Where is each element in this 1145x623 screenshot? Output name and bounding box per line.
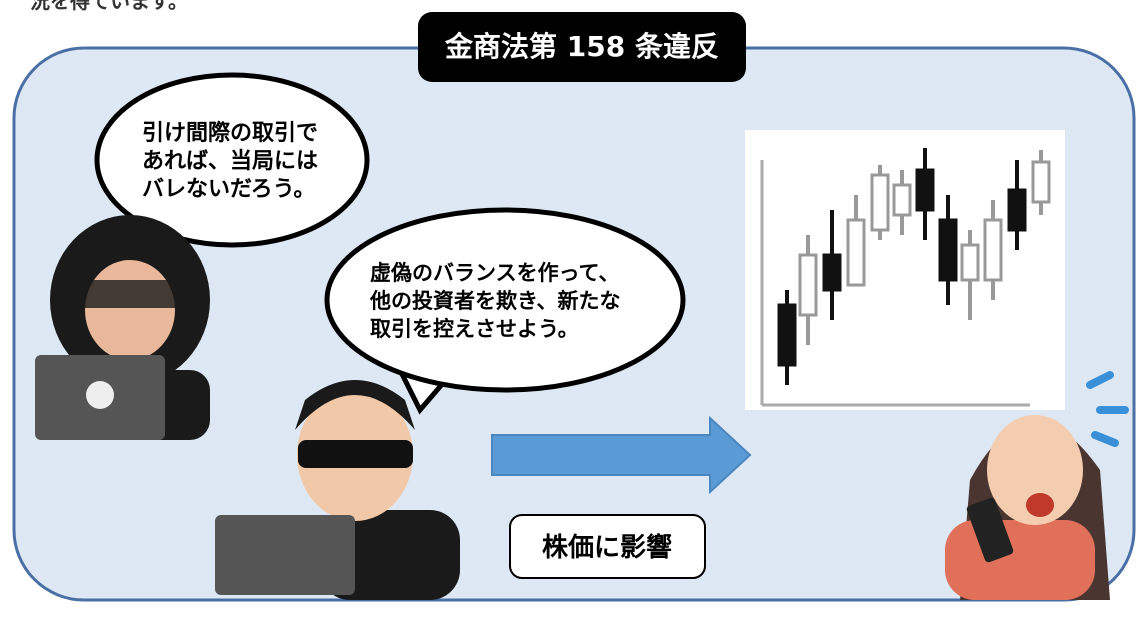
bubble-line: 引け間際の取引で: [142, 120, 318, 146]
bubble-line: バレないだろう。: [142, 177, 315, 202]
page: 況を得ています。 金商法第 158 条違反 引け間際の取引であれば、当局にはバレ…: [0, 0, 1145, 619]
bubble-line: 他の投資者を欺き、新たな: [369, 289, 621, 313]
top-text: 況を得ています。: [30, 0, 188, 13]
bubble-line: 虚偽のバランスを作って、: [370, 261, 619, 285]
bubble-line: 取引を控えさせよう。: [370, 317, 579, 341]
stock-chart: [745, 130, 1065, 410]
title: 金商法第 158 条違反: [444, 30, 719, 63]
illustration: 況を得ています。 金商法第 158 条違反 引け間際の取引であれば、当局にはバレ…: [0, 0, 1145, 619]
effect-label: 株価に影響: [542, 532, 672, 563]
bubble-line: あれば、当局には: [142, 149, 318, 174]
